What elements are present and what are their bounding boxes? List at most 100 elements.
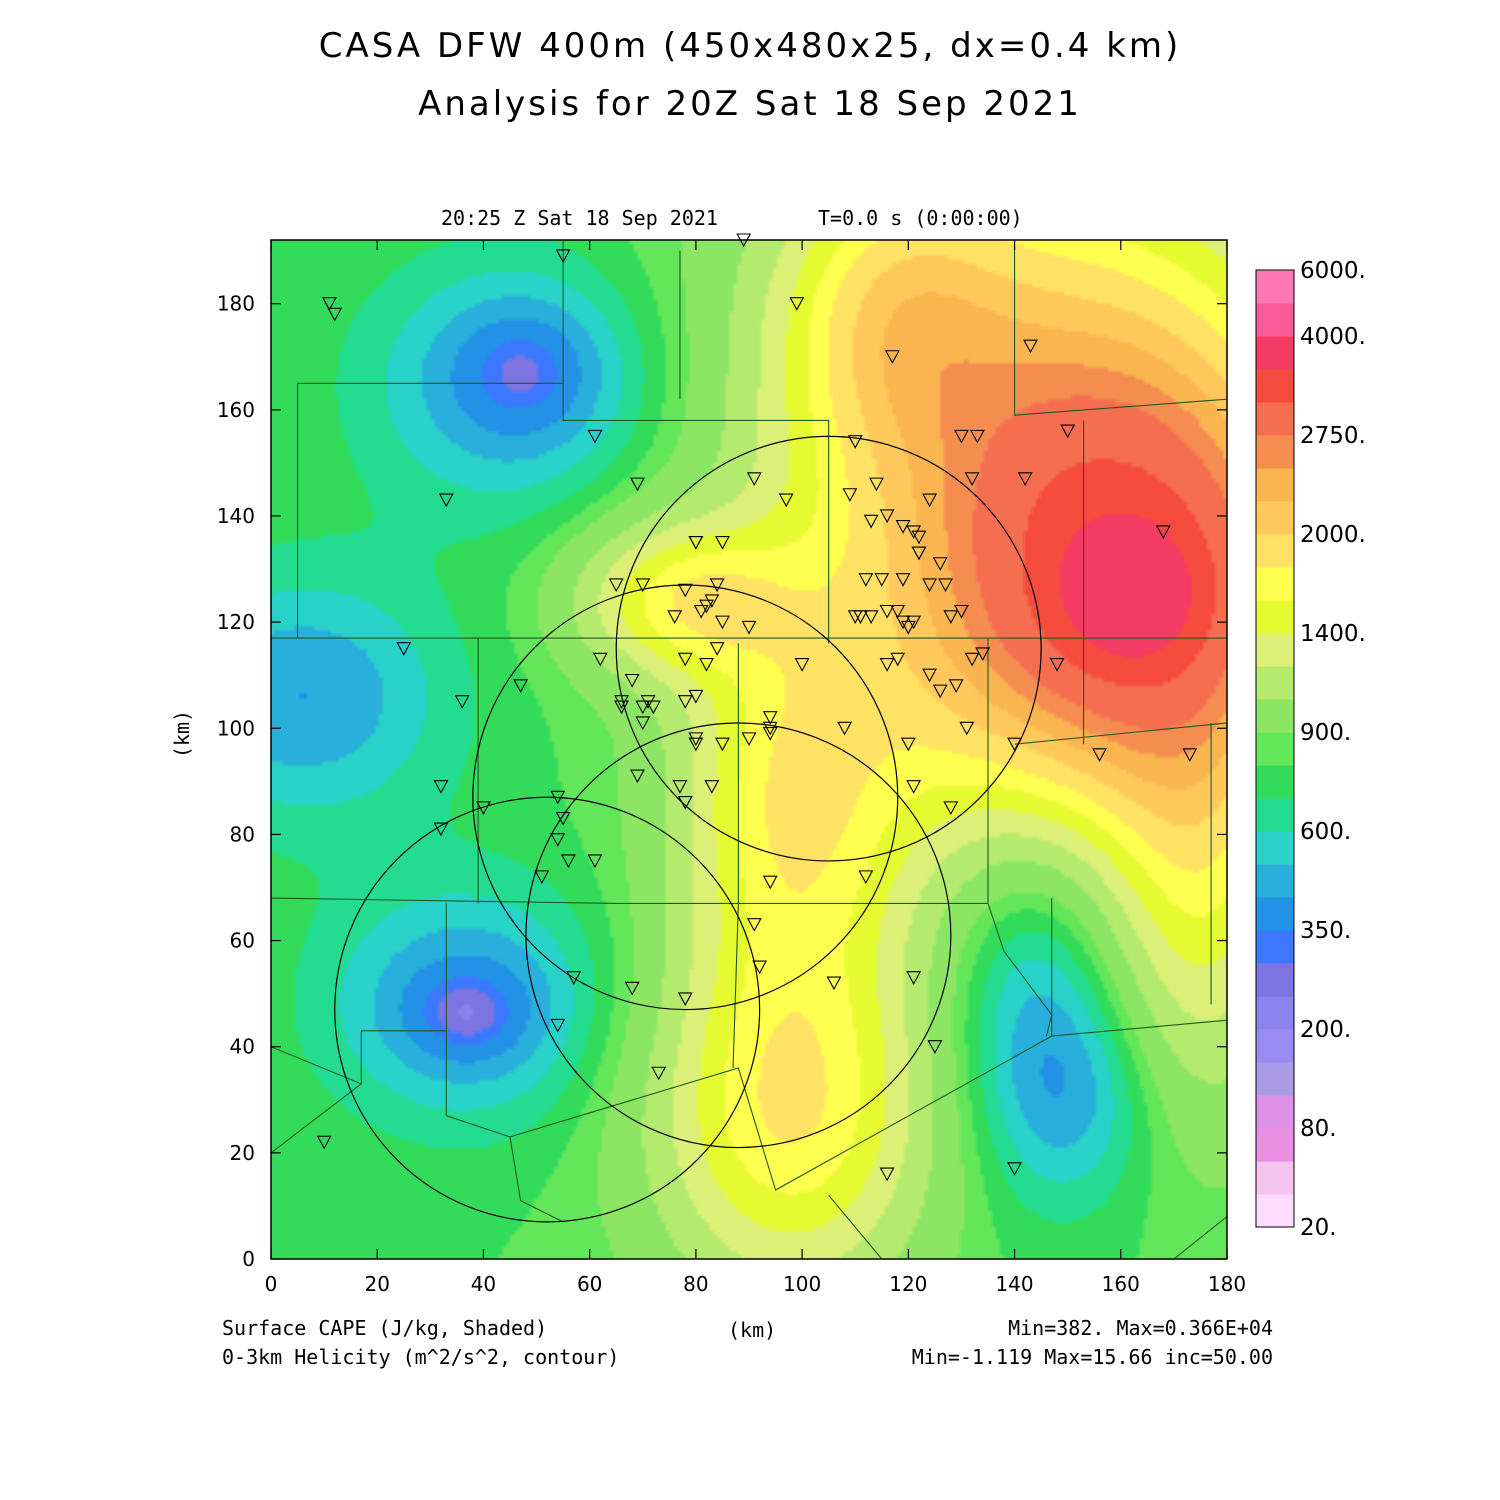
station-marker (895, 573, 911, 587)
station-marker (954, 604, 969, 619)
station-marker (858, 573, 874, 587)
plot-frame (270, 239, 1228, 1260)
colorbar-swatch (1256, 633, 1294, 667)
field1-range: Min=382. Max=0.366E+04 (1008, 1316, 1273, 1340)
colorbar-label: 2000. (1300, 522, 1366, 548)
y-tick-label: 100 (217, 716, 255, 740)
y-tick-label: 160 (217, 398, 255, 422)
forecast-time: T=0.0 s (0:00:00) (818, 206, 1023, 230)
colorbar-label: 350. (1300, 918, 1351, 944)
station-marker (906, 971, 922, 985)
x-tick-label: 120 (889, 1272, 927, 1296)
colorbar-frame (1255, 269, 1295, 1228)
station-marker (906, 780, 922, 794)
station-marker (672, 780, 688, 794)
station-marker (900, 620, 916, 635)
station-marker (677, 796, 693, 810)
colorbar-label: 2750. (1300, 423, 1366, 449)
colorbar-swatch (1256, 864, 1294, 898)
station-marker (842, 488, 858, 502)
colorbar-label: 1400. (1300, 621, 1366, 647)
station-marker (433, 822, 449, 837)
station-marker (847, 435, 863, 449)
station-marker (762, 727, 778, 741)
station-marker (964, 652, 980, 667)
station-marker (794, 658, 810, 672)
colorbar-swatch (1256, 402, 1294, 436)
station-marker (938, 578, 953, 593)
county-line (828, 1194, 883, 1259)
station-marker (630, 477, 645, 492)
colorbar-swatch (1256, 435, 1294, 469)
colorbar-swatch (1256, 600, 1294, 634)
radar-range-rings (334, 435, 1042, 1223)
station-marker (614, 695, 629, 709)
station-marker (667, 610, 683, 624)
station-marker (890, 652, 906, 667)
axes: 0 20 40 60 80 100 120 140 160 180 0 20 40 60 80 100 120 1… (217, 240, 1246, 1296)
radar-range-ring (472, 584, 899, 1011)
valid-time: 20:25 Z Sat 18 Sep 2021 (441, 206, 718, 230)
x-tick-label: 20 (364, 1272, 389, 1296)
station-marker (555, 249, 571, 264)
county-line (732, 903, 739, 1068)
station-marker (1007, 1162, 1022, 1176)
station-marker (1092, 748, 1107, 762)
field1-label: Surface CAPE (J/kg, Shaded) (222, 1316, 548, 1340)
station-marker (906, 615, 922, 630)
station-marker (879, 509, 895, 524)
station-marker (709, 578, 725, 593)
station-marker (534, 870, 550, 885)
station-marker (932, 557, 948, 571)
station-marker (614, 700, 629, 715)
colorbar-swatch (1256, 798, 1294, 832)
station-marker (863, 514, 879, 529)
y-tick-label: 40 (230, 1035, 255, 1059)
station-marker (635, 578, 651, 593)
station-marker (635, 700, 651, 715)
station-marker (789, 297, 805, 311)
y-axis-label: (km) (170, 709, 195, 759)
station-marker (884, 350, 900, 364)
colorbar-swatch (1256, 930, 1294, 964)
station-marker (895, 615, 911, 630)
station-marker (927, 1040, 943, 1054)
county-line (271, 897, 988, 904)
station-marker (837, 721, 853, 736)
station-marker (433, 780, 449, 794)
colorbar-swatch (1256, 996, 1294, 1030)
station-marker (624, 981, 640, 996)
colorbar-label: 4000. (1300, 324, 1366, 350)
x-tick-label: 60 (577, 1272, 602, 1296)
station-marker (566, 971, 582, 985)
colorbar-label: 200. (1300, 1017, 1351, 1043)
colorbar-swatch (1256, 732, 1294, 766)
station-marker (645, 700, 661, 715)
county-line (271, 903, 447, 1154)
y-tick-label: 80 (230, 822, 255, 846)
station-marker (911, 546, 927, 561)
station-marker (826, 976, 842, 991)
county-boundaries (271, 240, 1227, 1259)
station-marker (688, 737, 704, 752)
station-marker (704, 780, 720, 794)
station-marker (396, 642, 412, 656)
station-marker (1049, 658, 1065, 672)
station-marker (900, 737, 916, 752)
x-tick-label: 140 (995, 1272, 1033, 1296)
station-marker (555, 811, 571, 826)
colorbar-swatch (1256, 1029, 1294, 1063)
y-tick-label: 120 (217, 610, 255, 634)
y-tick-label: 0 (242, 1247, 255, 1271)
station-marker (715, 615, 730, 630)
field2-range: Min=-1.119 Max=15.66 inc=50.00 (911, 1345, 1273, 1369)
x-tick-label: 160 (1102, 1272, 1140, 1296)
colorbar-label: 80. (1300, 1116, 1337, 1142)
station-marker (895, 520, 911, 534)
x-tick-label: 0 (265, 1272, 278, 1296)
station-marker (752, 960, 768, 975)
station-marker (677, 652, 693, 667)
station-marker (327, 307, 343, 322)
station-marker (635, 716, 651, 731)
station-marker (959, 721, 975, 736)
